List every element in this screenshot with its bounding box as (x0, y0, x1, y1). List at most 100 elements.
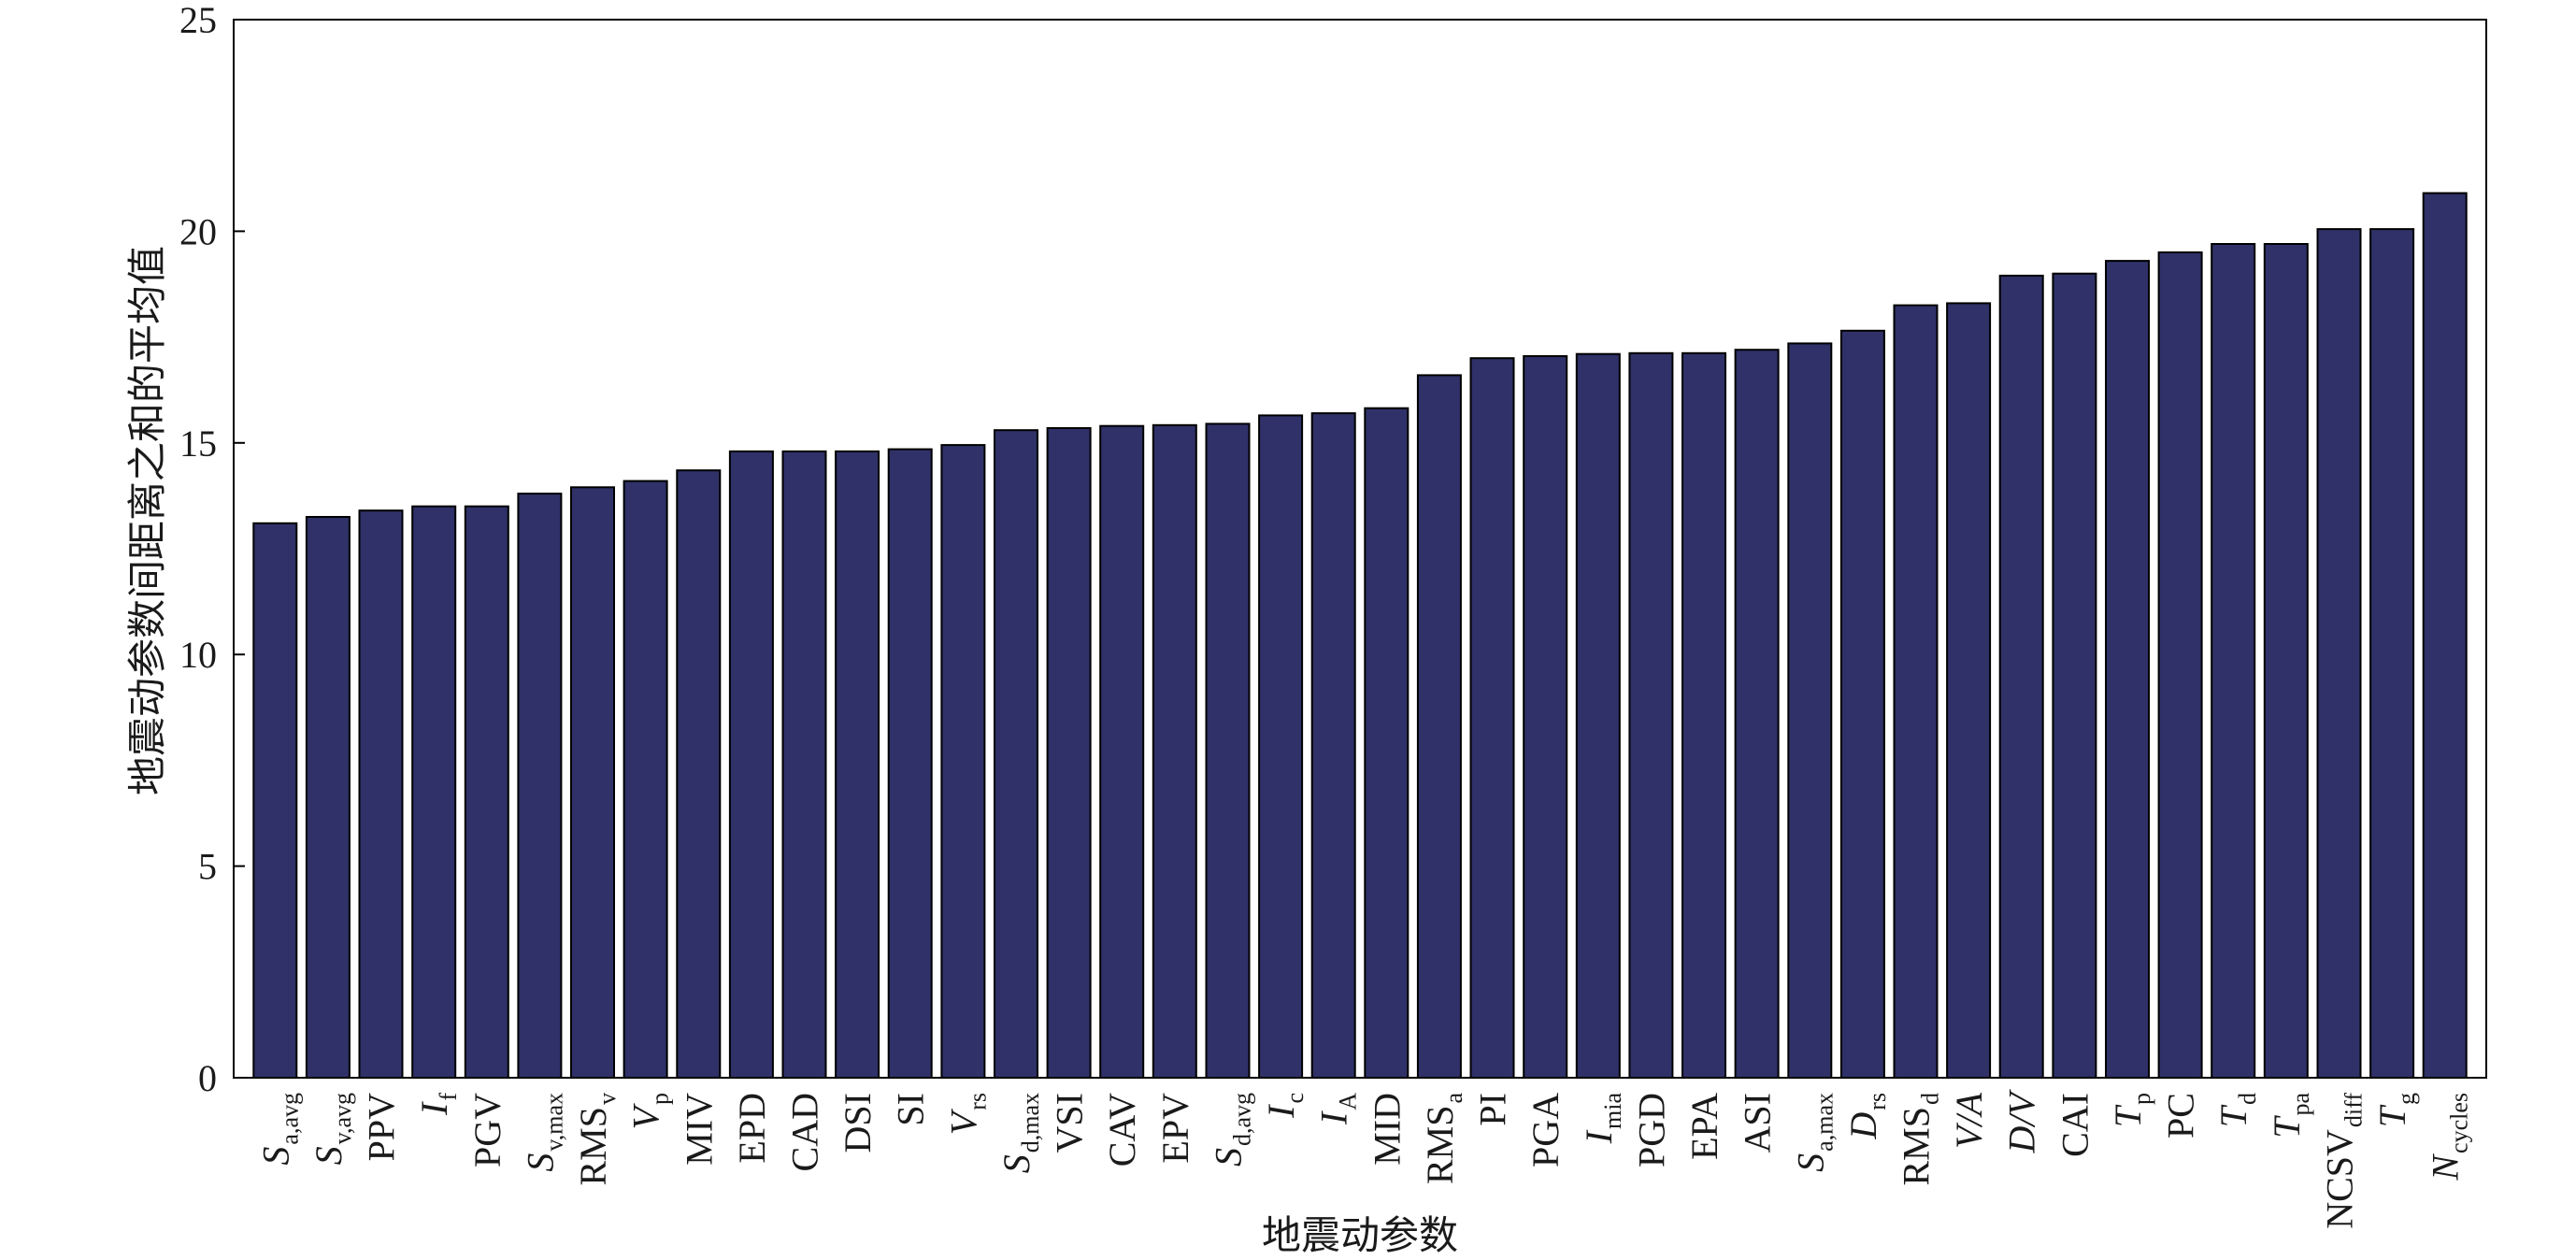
x-tick-label: V/A (1948, 1092, 1990, 1149)
x-tick-label-base: SI (890, 1093, 932, 1126)
x-tick-label-base: S (308, 1146, 350, 1165)
x-tick-label: PI (1472, 1093, 1514, 1126)
x-tick-label-base: NCSV (2319, 1129, 2361, 1229)
x-tick-label-base: DSI (837, 1093, 879, 1153)
x-tick-label-subscript: p (647, 1093, 674, 1105)
x-tick-label-base: MIV (678, 1093, 720, 1166)
bar (252, 522, 298, 1079)
x-tick-label-base: RMS (1896, 1107, 1938, 1186)
bar (781, 450, 827, 1079)
x-tick-label-base: D (1842, 1112, 1884, 1140)
bar (1946, 302, 1992, 1079)
x-tick-label: CAI (2054, 1093, 2096, 1157)
x-tick-label-base: MID (1366, 1093, 1408, 1166)
bar (1416, 374, 1462, 1079)
bar (1152, 423, 1197, 1079)
x-tick-label: Sd,max (995, 1093, 1044, 1173)
bar (1998, 274, 2044, 1079)
bar (1258, 414, 1304, 1079)
x-tick-label-base: VSI (1049, 1093, 1091, 1153)
x-tick-label: Td (2212, 1093, 2261, 1127)
x-tick-label: SI (890, 1093, 932, 1126)
bar (2369, 228, 2415, 1080)
x-tick-label-subscript: d (1917, 1093, 1944, 1105)
bar (1046, 427, 1092, 1079)
x-tick-label-subscript: g (2393, 1093, 2420, 1105)
bar (1839, 329, 1885, 1079)
x-tick-label: EPV (1154, 1093, 1196, 1164)
x-tick-label-base: D/V (2001, 1088, 2043, 1153)
x-tick-label: Imia (1578, 1093, 1626, 1145)
x-tick-label-base: PI (1472, 1093, 1514, 1126)
bar (358, 509, 404, 1079)
y-tick-label: 20 (179, 210, 217, 252)
x-tick-label-base: CAI (2054, 1093, 2096, 1157)
x-tick-label: PC (2160, 1093, 2202, 1138)
x-tick-label: MID (1366, 1093, 1408, 1166)
x-tick-label: MIV (678, 1093, 720, 1166)
bar (1364, 407, 1410, 1079)
x-tick-label-subscript: f (435, 1093, 462, 1101)
x-tick-label-subscript: d,avg (1229, 1093, 1256, 1146)
x-tick-label: PGA (1524, 1093, 1567, 1167)
bar (411, 505, 457, 1079)
x-tick-label-base: EPV (1154, 1093, 1196, 1164)
x-tick-label-base: N (2425, 1153, 2467, 1181)
bar (1893, 304, 1939, 1080)
bar (570, 486, 615, 1079)
bar (728, 450, 774, 1079)
bar (994, 429, 1038, 1079)
x-tick-label-base: S (254, 1147, 296, 1166)
bar (305, 516, 351, 1079)
x-tick-label-base: T (2371, 1104, 2413, 1127)
x-tick-label-base: S (995, 1154, 1038, 1173)
x-tick-label-base: PGD (1630, 1093, 1672, 1167)
y-tick-label: 0 (198, 1057, 217, 1099)
x-tick-label: Sv,max (519, 1093, 567, 1172)
x-tick-label: Ic (1260, 1093, 1309, 1119)
x-tick-label: EPD (731, 1093, 773, 1164)
x-tick-label-base: I (1313, 1110, 1355, 1125)
x-tick-label: VSI (1049, 1093, 1091, 1153)
y-axis-title: 地震动参数间距离之和的平均值 (124, 246, 170, 795)
bar (1523, 355, 1568, 1079)
x-tick-label-base: RMS (572, 1107, 614, 1186)
x-axis-title: 地震动参数 (1262, 1212, 1458, 1258)
bar (1787, 342, 1833, 1079)
x-tick-label: IA (1313, 1093, 1362, 1125)
x-tick-label-base: CAV (1101, 1093, 1143, 1167)
x-tick-label: Sa,max (1789, 1093, 1838, 1172)
x-tick-label: If (413, 1093, 462, 1116)
x-tick-label-subscript: mia (1599, 1093, 1626, 1129)
bar (464, 505, 509, 1079)
x-tick-label-base: PGV (466, 1093, 508, 1167)
x-tick-label: ASI (1737, 1093, 1779, 1153)
x-tick-label: PPV (361, 1093, 403, 1161)
x-tick-label: DSI (837, 1093, 879, 1153)
x-tick-label: Tpa (2266, 1093, 2314, 1138)
x-tick-label-base: T (2212, 1104, 2254, 1127)
x-tick-label-subscript: a (1440, 1093, 1467, 1104)
y-axis: 0 5 10 15 20 25 (179, 0, 245, 1099)
x-tick-label: CAV (1101, 1093, 1143, 1167)
bar (676, 469, 722, 1079)
x-tick-label-subscript: d,max (1017, 1093, 1044, 1153)
x-tick-label-base: V/A (1948, 1092, 1990, 1149)
x-tick-label-base: T (2107, 1104, 2149, 1127)
x-tick-label-base: V (625, 1102, 667, 1129)
bar (1575, 352, 1621, 1079)
x-tick-label: PGV (466, 1093, 508, 1167)
bar (1310, 412, 1356, 1080)
x-tick-label-base: PPV (361, 1093, 403, 1161)
x-tick-label: Sv,avg (308, 1093, 356, 1165)
x-tick-label-subscript: v (594, 1093, 621, 1105)
x-tick-label-subscript: v,avg (329, 1093, 356, 1144)
bar (1469, 357, 1515, 1079)
x-tick-label: RMS v (572, 1093, 621, 1186)
y-tick-label: 15 (179, 422, 217, 465)
x-tick-label-base: RMS (1419, 1106, 1461, 1185)
bar (1682, 351, 1726, 1079)
bar (2052, 272, 2097, 1079)
y-tick-label: 5 (198, 846, 217, 888)
